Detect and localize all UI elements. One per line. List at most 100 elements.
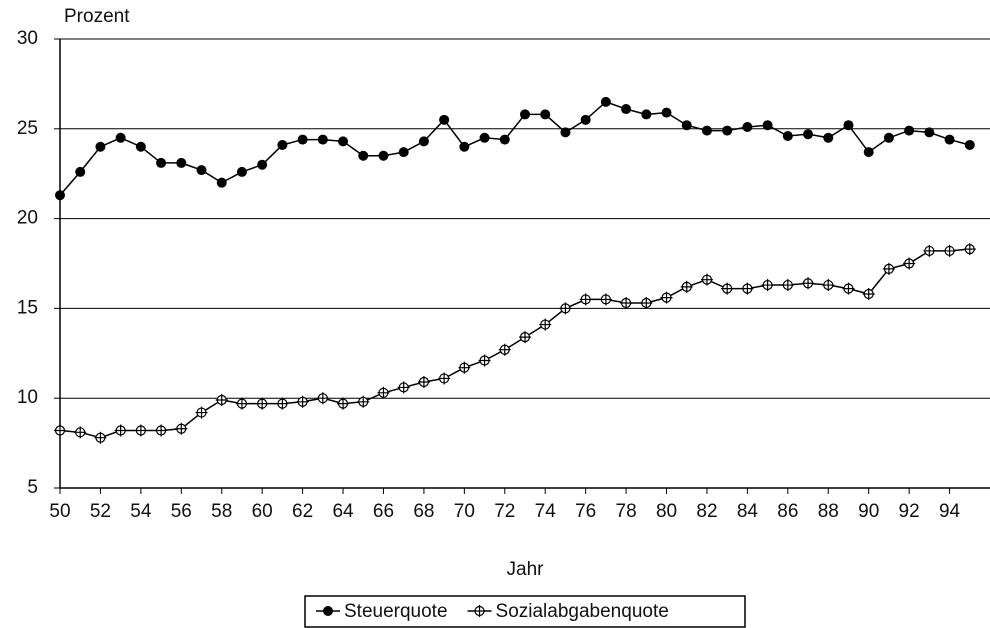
marker (680, 280, 693, 293)
marker (473, 605, 486, 617)
marker (418, 136, 429, 147)
marker (621, 104, 632, 115)
marker-cross (155, 424, 168, 437)
x-tick-label: 54 (130, 501, 152, 522)
x-tick-label: 76 (575, 501, 596, 522)
marker (114, 424, 127, 437)
marker (316, 392, 329, 405)
marker (357, 395, 370, 408)
marker-cross (397, 381, 410, 394)
marker (600, 96, 611, 107)
marker (75, 166, 86, 177)
marker-cross (963, 243, 976, 256)
marker-cross (519, 331, 531, 344)
marker-cross (559, 302, 572, 315)
marker-cross (473, 605, 486, 617)
x-tick-label: 56 (171, 501, 192, 522)
marker (883, 132, 894, 143)
marker (398, 147, 409, 158)
marker (620, 297, 633, 310)
marker-cross (721, 282, 734, 295)
marker (115, 132, 126, 143)
marker (903, 257, 916, 270)
marker (843, 120, 854, 131)
x-tick-label: 66 (373, 501, 394, 522)
marker (135, 141, 146, 152)
marker-cross (377, 386, 390, 399)
marker (458, 361, 471, 374)
marker (641, 109, 652, 120)
marker-cross (943, 244, 956, 257)
y-tick-label: 25 (17, 118, 38, 139)
marker (317, 134, 328, 145)
series-line (59, 248, 970, 439)
marker (215, 393, 228, 406)
marker (378, 150, 389, 161)
marker (55, 190, 65, 201)
marker (539, 318, 552, 331)
marker (256, 397, 269, 410)
marker-cross (822, 279, 835, 292)
marker (963, 243, 976, 256)
marker-cross (114, 424, 127, 437)
marker (459, 141, 470, 152)
marker (863, 147, 874, 158)
marker (661, 107, 672, 118)
marker-cross (498, 343, 511, 356)
marker (277, 139, 288, 150)
legend-box (304, 595, 746, 628)
marker (297, 134, 308, 145)
marker-cross (781, 279, 794, 292)
marker (216, 177, 227, 188)
marker (640, 297, 653, 310)
marker (196, 165, 207, 176)
marker (944, 134, 955, 145)
marker-cross (741, 282, 754, 295)
marker (822, 279, 835, 292)
marker (195, 406, 208, 419)
marker (782, 130, 793, 141)
legend-label: Steuerquote (344, 601, 448, 622)
x-tick-label: 84 (737, 501, 759, 522)
marker (943, 244, 956, 257)
marker (276, 397, 289, 410)
marker-cross (134, 424, 147, 437)
marker-cross (256, 397, 269, 410)
marker-cross (195, 406, 208, 419)
marker-cross (862, 288, 875, 301)
x-tick-label: 62 (292, 501, 313, 522)
y-tick-label: 20 (17, 208, 38, 229)
y-tick-label: 30 (17, 28, 38, 49)
marker (176, 157, 187, 168)
marker-cross (478, 354, 491, 367)
marker-cross (802, 277, 815, 290)
marker (155, 424, 168, 437)
marker (842, 282, 855, 295)
marker-cross (539, 318, 552, 331)
x-axis-label: Jahr (507, 559, 545, 580)
x-tick-label: 50 (49, 501, 70, 522)
marker (499, 134, 510, 145)
x-tick-label: 74 (535, 501, 557, 522)
marker (803, 129, 814, 140)
marker (964, 139, 975, 150)
x-tick-label: 64 (332, 501, 354, 522)
marker (660, 291, 673, 304)
marker (802, 277, 815, 290)
marker (862, 288, 875, 301)
marker (439, 114, 450, 125)
marker-cross (276, 397, 289, 410)
marker (479, 132, 490, 143)
marker (235, 397, 248, 410)
x-tick-label: 78 (616, 501, 637, 522)
marker-cross (458, 361, 471, 374)
marker-cross (316, 392, 329, 405)
y-tick-label: 15 (17, 297, 38, 318)
marker (94, 431, 107, 444)
marker-cross (842, 282, 855, 295)
marker (438, 372, 451, 385)
marker (742, 122, 753, 133)
marker (924, 127, 935, 138)
